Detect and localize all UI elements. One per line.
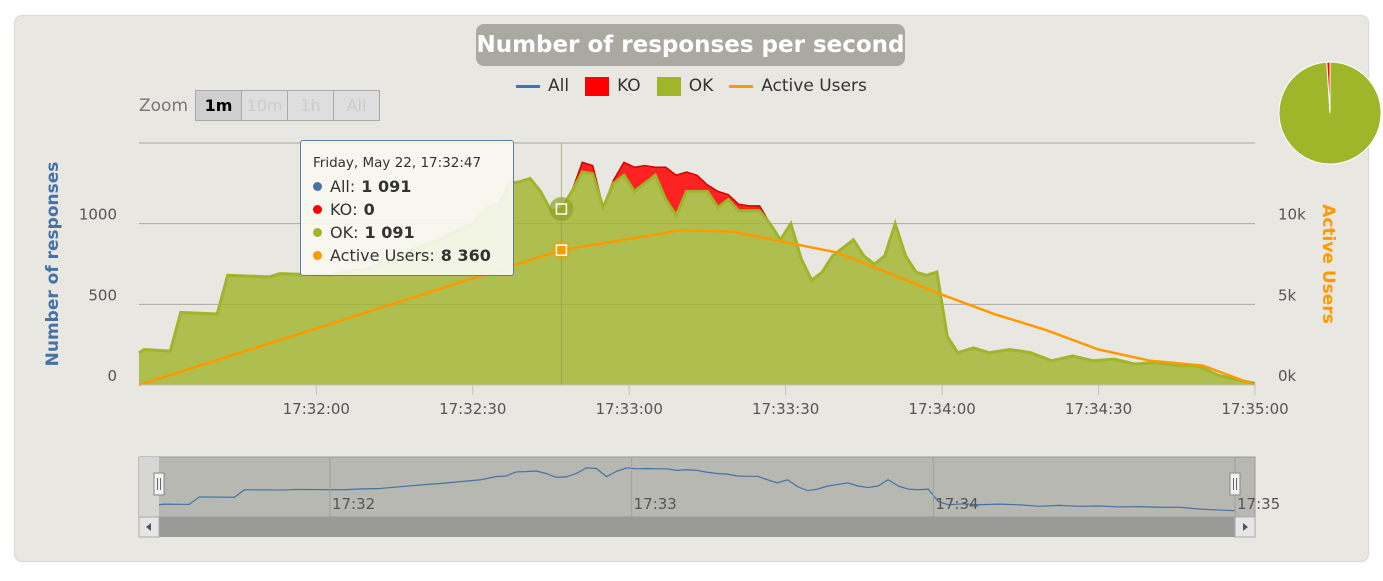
navigator-left-handle[interactable] <box>154 473 164 495</box>
y2-tick-label-1: 5k <box>1278 286 1297 304</box>
y-tick-label-2: 1000 <box>79 206 117 224</box>
tooltip-all-dot <box>313 182 322 191</box>
hover-halo-ok <box>549 197 573 221</box>
x-tick-label-5: 17:34:30 <box>1065 400 1132 418</box>
x-tick-label-3: 17:33:30 <box>752 400 819 418</box>
navigator-label-0: 17:32 <box>332 495 375 513</box>
x-tick-label-2: 17:33:00 <box>596 400 663 418</box>
tooltip: Friday, May 22, 17:32:47 All:1 091 KO:0 … <box>300 140 514 276</box>
x-tick-label-6: 17:35:00 <box>1221 400 1288 418</box>
navigator-label-2: 17:34 <box>935 495 978 513</box>
tooltip-row-all: All:1 091 <box>313 175 513 198</box>
tooltip-row-active-users: Active Users:8 360 <box>313 244 513 267</box>
y2-tick-label-0: 0k <box>1278 367 1297 385</box>
tooltip-ok-value: 1 091 <box>364 221 414 244</box>
hover-marker-users <box>556 245 566 255</box>
handle-body-1 <box>1230 473 1240 495</box>
tooltip-row-ok: OK:1 091 <box>313 221 513 244</box>
navigator-label-3: 17:35 <box>1237 495 1280 513</box>
tooltip-ko-value: 0 <box>364 198 375 221</box>
tooltip-ko-dot <box>313 205 322 214</box>
scrollbar-track <box>139 517 1255 537</box>
tooltip-active-users-value: 8 360 <box>441 244 491 267</box>
tooltip-active-users-name: Active Users <box>330 244 429 267</box>
y2-tick-label-2: 10k <box>1278 206 1306 224</box>
tooltip-ok-dot <box>313 228 322 237</box>
tooltip-all-name: All <box>330 175 350 198</box>
x-tick-label-1: 17:32:30 <box>439 400 506 418</box>
tooltip-ok-name: OK <box>330 221 353 244</box>
y-tick-label-1: 500 <box>88 286 117 304</box>
x-tick-label-0: 17:32:00 <box>283 400 350 418</box>
navigator-bg <box>139 457 1255 517</box>
tooltip-all-value: 1 091 <box>361 175 411 198</box>
y-tick-label-0: 0 <box>107 367 117 385</box>
handle-body-0 <box>154 473 164 495</box>
tooltip-ko-name: KO <box>330 198 352 221</box>
tooltip-header: Friday, May 22, 17:32:47 <box>313 155 513 171</box>
tooltip-active-users-dot <box>313 251 322 260</box>
tooltip-row-ko: KO:0 <box>313 198 513 221</box>
y2-axis-title: Active Users <box>1318 204 1338 324</box>
y-axis-title: Number of responses <box>43 162 63 367</box>
navigator-label-1: 17:33 <box>634 495 677 513</box>
navigator-scrollbar[interactable] <box>139 517 1255 537</box>
x-tick-label-4: 17:34:00 <box>908 400 975 418</box>
navigator-right-handle[interactable] <box>1230 473 1240 495</box>
